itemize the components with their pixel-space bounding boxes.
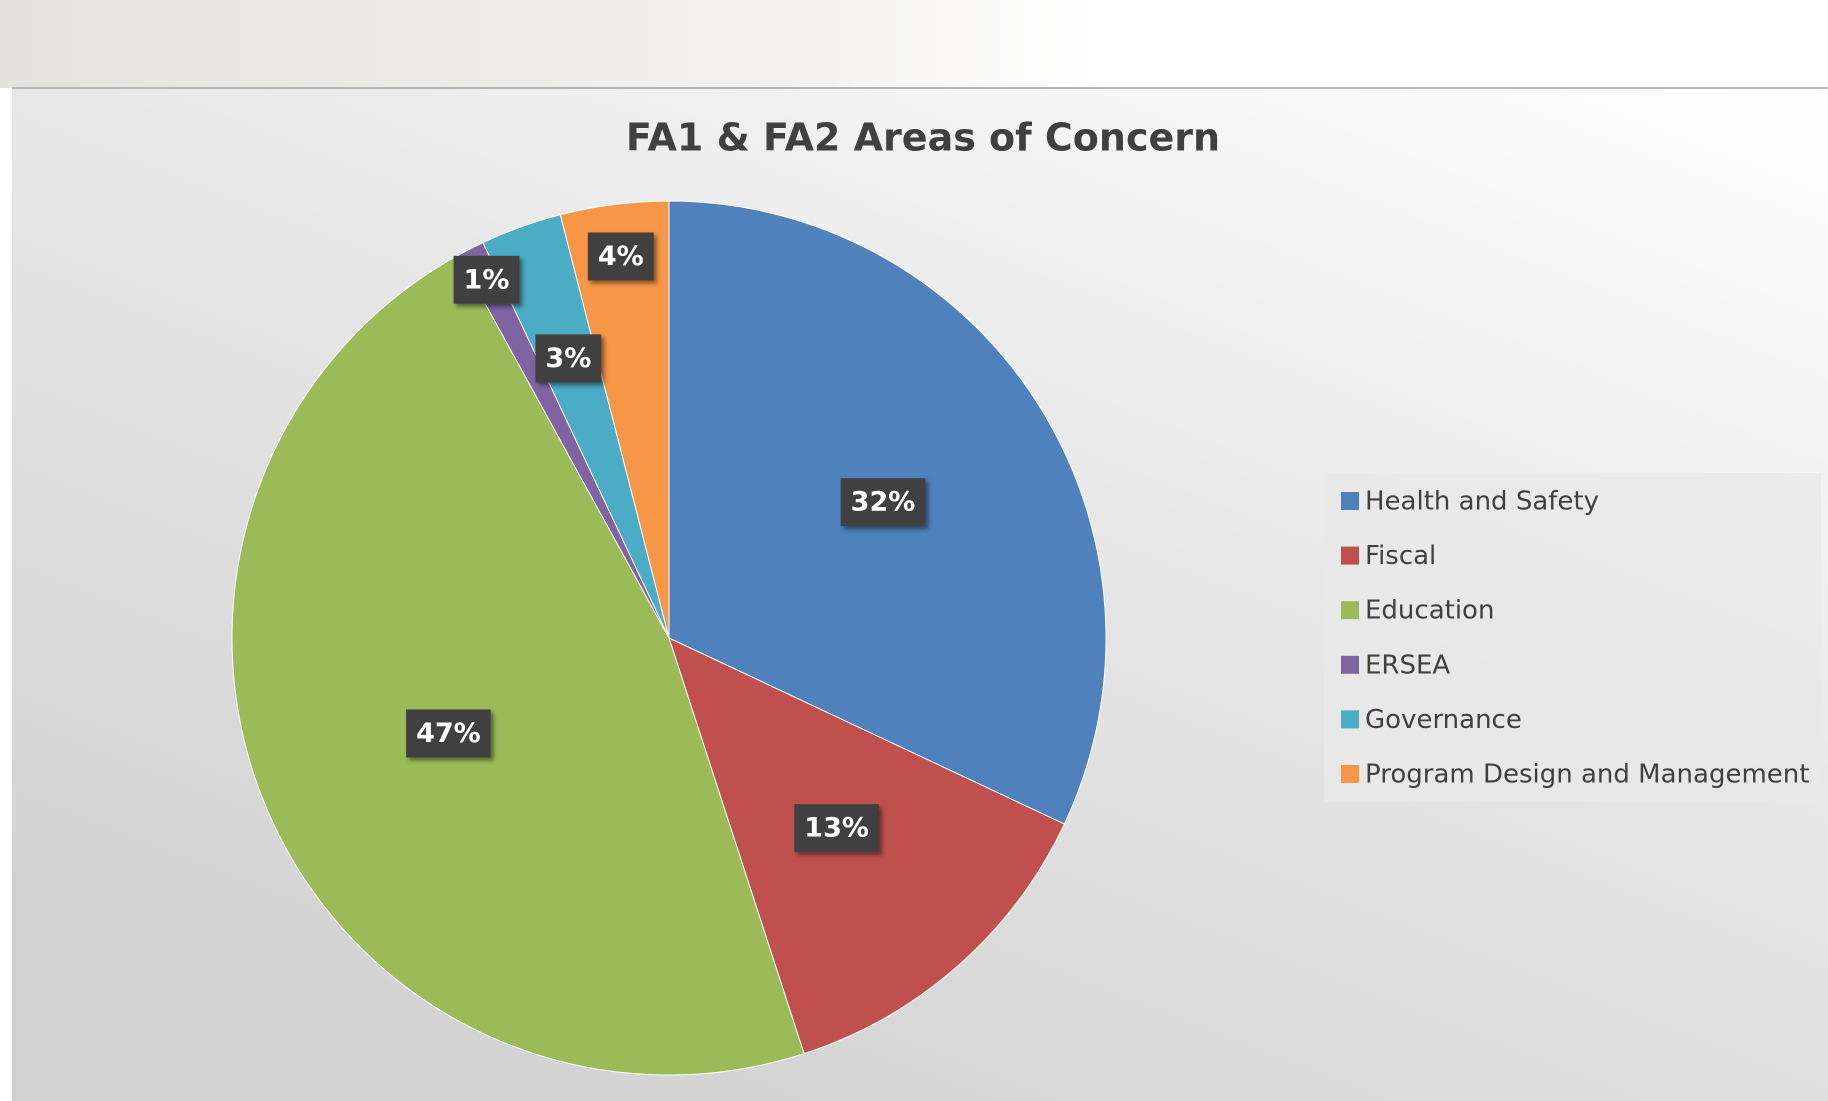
data-label: 3%	[545, 343, 591, 374]
legend-swatch	[1341, 546, 1359, 565]
data-label-box	[535, 334, 602, 383]
legend-label: ERSEA	[1365, 650, 1450, 680]
data-label-box	[587, 232, 654, 281]
legend-label: Health and Safety	[1365, 487, 1599, 517]
data-label: 1%	[464, 264, 510, 295]
legend	[1324, 473, 1821, 802]
data-label: 47%	[416, 718, 481, 749]
data-label-box	[840, 478, 926, 527]
data-label-box	[453, 255, 520, 304]
legend-label: Program Design and Management	[1365, 760, 1809, 790]
data-label-box	[794, 804, 879, 853]
pie	[231, 200, 1107, 1076]
legend-label: Education	[1365, 596, 1494, 626]
legend-swatch	[1341, 765, 1359, 783]
data-label: 13%	[804, 813, 869, 844]
legend-swatch	[1341, 710, 1359, 729]
banner	[0, 0, 1828, 88]
pie-slice	[231, 254, 805, 1076]
chart-title: FA1 & FA2 Areas of Concern	[626, 116, 1220, 160]
legend-label: Fiscal	[1365, 541, 1436, 571]
legend-swatch	[1341, 601, 1359, 620]
legend-label: Governance	[1365, 705, 1522, 735]
data-label-box	[406, 709, 491, 758]
pie-slice	[559, 200, 670, 639]
data-label: 32%	[851, 487, 916, 518]
legend-swatch	[1341, 492, 1359, 510]
legend-swatch	[1341, 655, 1359, 674]
data-label: 4%	[598, 241, 644, 272]
